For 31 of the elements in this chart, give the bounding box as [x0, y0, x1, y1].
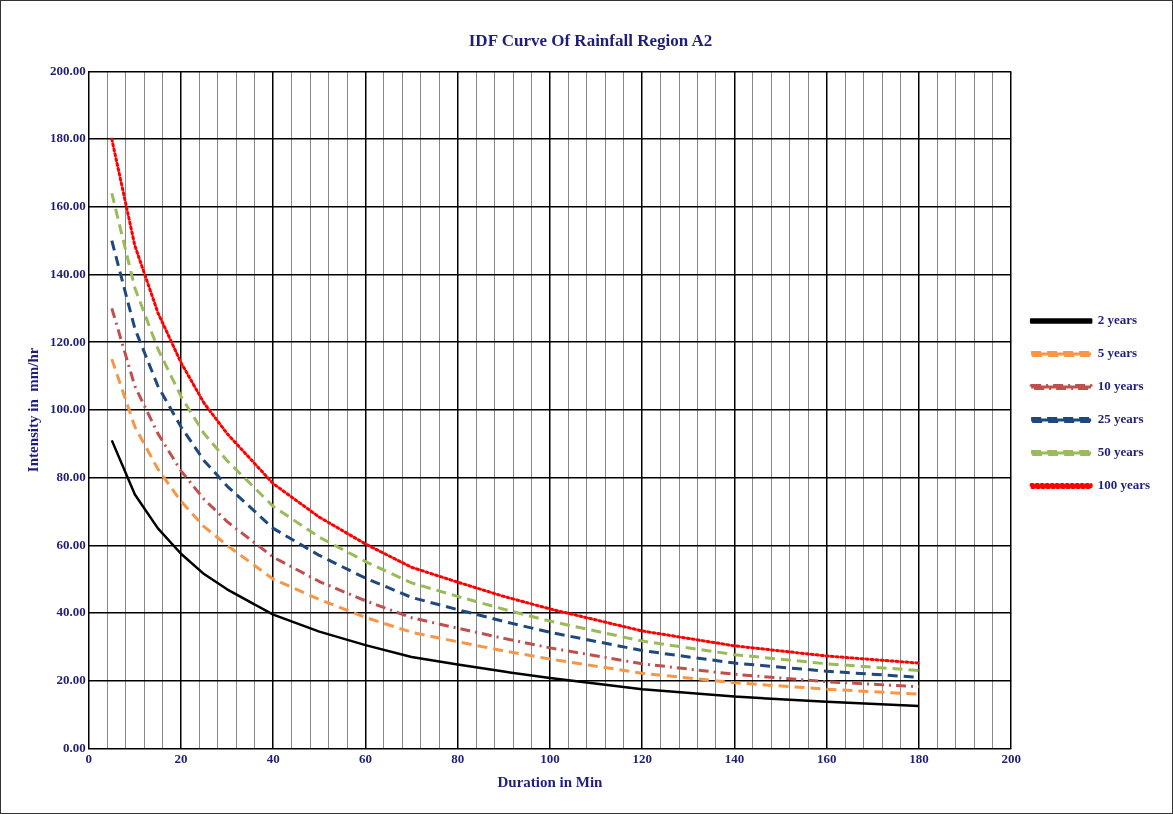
y-tick-label: 80.00: [56, 468, 86, 484]
x-tick-label: 40: [266, 750, 280, 766]
y-tick-label: 140.00: [50, 265, 86, 281]
x-axis-title: Duration in Min: [497, 773, 604, 790]
y-tick-label: 100.00: [50, 401, 86, 417]
y-tick-label: 0.00: [63, 739, 86, 755]
y-tick-label: 160.00: [50, 198, 86, 214]
x-tick-label: 200: [1001, 750, 1021, 766]
x-tick-label: 0: [85, 750, 92, 766]
x-tick-label: 60: [358, 750, 372, 766]
x-tick-label: 180: [909, 750, 929, 766]
legend-label: 50 years: [1097, 444, 1144, 460]
y-axis-title: Intensity in mm/hr: [24, 347, 41, 473]
x-tick-label: 100: [540, 750, 560, 766]
y-tick-label: 20.00: [56, 672, 86, 688]
x-tick-label: 140: [724, 750, 745, 766]
legend-label: 2 years: [1097, 312, 1138, 328]
legend-label: 10 years: [1097, 378, 1144, 394]
legend-label: 25 years: [1097, 411, 1144, 427]
x-tick-label: 80: [451, 750, 465, 766]
x-tick-label: 120: [632, 750, 652, 766]
y-tick-label: 120.00: [50, 333, 86, 349]
y-tick-label: 200.00: [50, 62, 86, 78]
y-tick-label: 40.00: [56, 604, 86, 620]
x-tick-label: 160: [816, 750, 837, 766]
legend-label: 100 years: [1097, 477, 1151, 493]
legend-label: 5 years: [1097, 345, 1138, 361]
y-tick-label: 60.00: [56, 536, 86, 552]
y-tick-label: 180.00: [50, 130, 86, 146]
x-tick-label: 20: [174, 750, 188, 766]
chart-title: IDF Curve Of Rainfall Region A2: [468, 30, 713, 50]
